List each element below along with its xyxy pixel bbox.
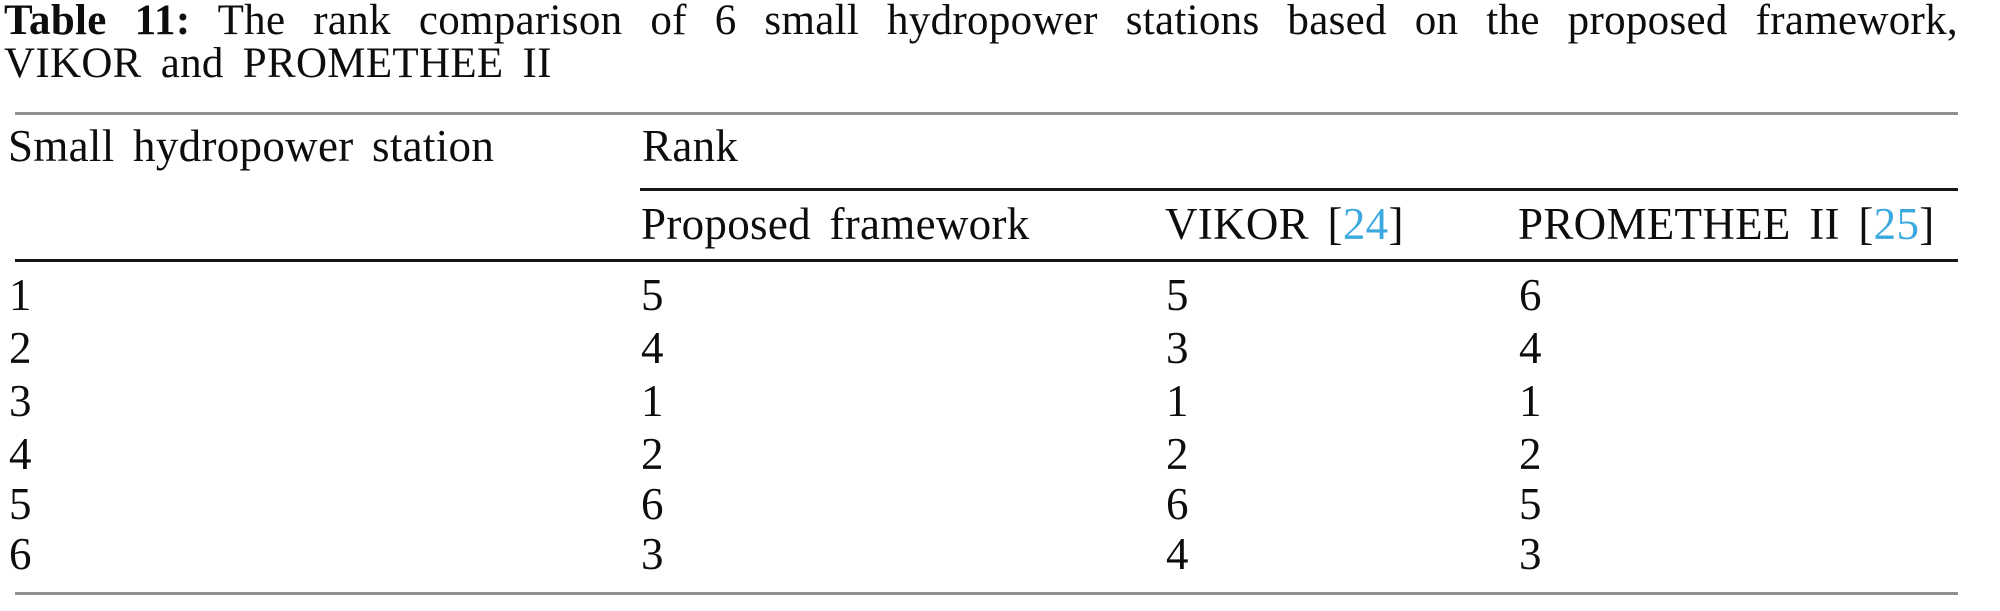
table-row: 4 2 2 2 (0, 432, 2000, 485)
cell-proposed-rank: 4 (641, 323, 664, 373)
cell-vikor-rank: 4 (1166, 529, 1189, 579)
rank-spanner-rule (640, 188, 1958, 191)
cell-proposed-rank: 2 (641, 429, 664, 479)
vikor-label: VIKOR [ (1165, 199, 1343, 249)
cell-station: 4 (9, 429, 32, 479)
promethee-bracket-close: ] (1919, 199, 1935, 249)
table-row: 6 3 4 3 (0, 532, 2000, 585)
table-row: 5 6 6 5 (0, 482, 2000, 535)
cell-promethee-rank: 4 (1519, 323, 1542, 373)
cell-station: 3 (9, 376, 32, 426)
cell-promethee-rank: 6 (1519, 270, 1542, 320)
table-row: 2 4 3 4 (0, 326, 2000, 379)
citation-24-link[interactable]: 24 (1342, 199, 1389, 249)
column-header-vikor: VIKOR [24] (1165, 202, 1404, 247)
cell-proposed-rank: 3 (641, 529, 664, 579)
promethee-label: PROMETHEE II [ (1518, 199, 1874, 249)
cell-proposed-rank: 5 (641, 270, 664, 320)
cell-proposed-rank: 6 (641, 479, 664, 529)
vikor-bracket-close: ] (1388, 199, 1404, 249)
table-caption-line-1: Table 11: The rank comparison of 6 small… (4, 0, 1958, 42)
cell-promethee-rank: 5 (1519, 479, 1542, 529)
cell-proposed-rank: 1 (641, 376, 664, 426)
cell-vikor-rank: 6 (1166, 479, 1189, 529)
column-header-proposed-framework: Proposed framework (641, 199, 1030, 249)
caption-text: The rank comparison of 6 small hydropowe… (217, 0, 1958, 44)
column-header-promethee: PROMETHEE II [25] (1518, 202, 1935, 247)
cell-vikor-rank: 3 (1166, 323, 1189, 373)
cell-vikor-rank: 2 (1166, 429, 1189, 479)
cell-station: 2 (9, 323, 32, 373)
cell-promethee-rank: 1 (1519, 376, 1542, 426)
cell-station: 1 (9, 270, 32, 320)
cell-promethee-rank: 2 (1519, 429, 1542, 479)
table-bottom-rule (15, 592, 1958, 595)
caption-table-number: Table 11: (4, 0, 191, 44)
cell-promethee-rank: 3 (1519, 529, 1542, 579)
cell-vikor-rank: 5 (1166, 270, 1189, 320)
column-header-rank: Rank (642, 121, 739, 171)
cell-station: 6 (9, 529, 32, 579)
table-caption-line-2: VIKOR and PROMETHEE II (4, 40, 552, 87)
cell-station: 5 (9, 479, 32, 529)
citation-25-link[interactable]: 25 (1873, 199, 1920, 249)
table-top-rule (15, 112, 1958, 115)
header-bottom-rule (15, 259, 1958, 262)
table-row: 3 1 1 1 (0, 379, 2000, 432)
cell-vikor-rank: 1 (1166, 376, 1189, 426)
table-row: 1 5 5 6 (0, 273, 2000, 326)
column-header-station: Small hydropower station (8, 121, 495, 171)
